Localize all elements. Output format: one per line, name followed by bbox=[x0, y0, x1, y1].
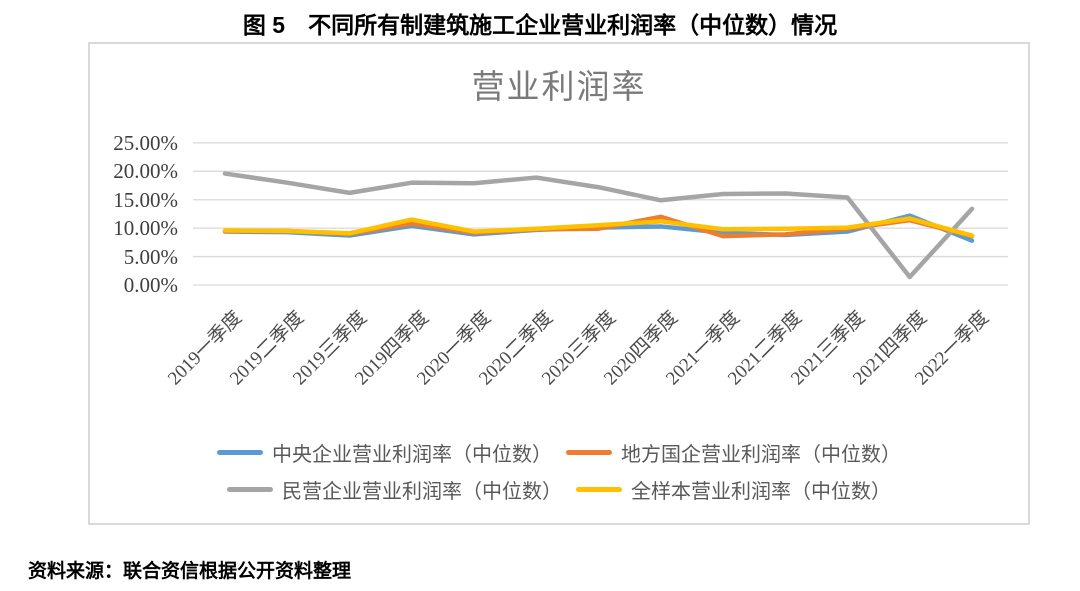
legend-swatch-icon bbox=[217, 450, 263, 455]
legend-row: 民营企业营业利润率（中位数） 全样本营业利润率（中位数） bbox=[227, 475, 891, 504]
series-line-3 bbox=[222, 216, 975, 238]
legend-item: 民营企业营业利润率（中位数） bbox=[227, 475, 562, 504]
legend-label: 地方国企营业利润率（中位数） bbox=[621, 444, 901, 466]
legend-swatch-icon bbox=[576, 487, 622, 492]
chart-frame: 营业利润率 0.00% 5.00% 10.00% 15.00% 20.00% 25.00%… bbox=[88, 42, 1030, 525]
chart-title: 营业利润率 bbox=[471, 70, 647, 106]
legend-label: 民营企业营业利润率（中位数） bbox=[282, 481, 562, 503]
legend-swatch-icon bbox=[566, 450, 612, 455]
page-title: 图 5 不同所有制建筑施工企业营业利润率（中位数）情况 bbox=[242, 12, 838, 38]
y-tick-label: 15.00% bbox=[113, 187, 178, 212]
y-tick-label: 10.00% bbox=[113, 216, 178, 241]
legend-swatch-icon bbox=[227, 487, 273, 492]
series-line-2 bbox=[222, 171, 975, 280]
y-tick-label: 0.00% bbox=[123, 273, 178, 297]
line-chart-plot-area bbox=[193, 142, 1008, 286]
legend-item: 全样本营业利润率（中位数） bbox=[576, 475, 891, 504]
chart-legend: 中央企业营业利润率（中位数） 地方国企营业利润率（中位数） 民营企业营业利润率（中位… bbox=[90, 438, 1028, 504]
legend-row: 中央企业营业利润率（中位数） 地方国企营业利润率（中位数） bbox=[217, 438, 901, 467]
y-tick-label: 20.00% bbox=[113, 159, 178, 184]
y-tick-label: 5.00% bbox=[123, 244, 178, 269]
y-tick-label: 25.00% bbox=[113, 130, 178, 155]
source-note: 资料来源：联合资信根据公开资料整理 bbox=[28, 561, 352, 582]
legend-item: 地方国企营业利润率（中位数） bbox=[566, 438, 901, 467]
legend-item: 中央企业营业利润率（中位数） bbox=[217, 438, 552, 467]
legend-label: 中央企业营业利润率（中位数） bbox=[272, 444, 552, 466]
legend-label: 全样本营业利润率（中位数） bbox=[631, 481, 891, 503]
